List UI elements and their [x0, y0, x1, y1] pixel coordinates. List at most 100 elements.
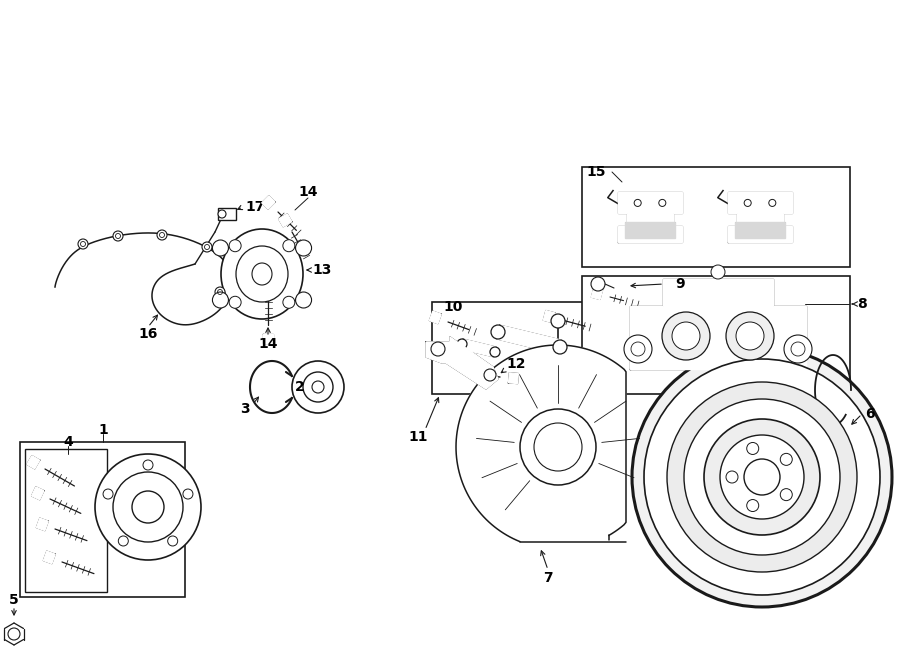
- Polygon shape: [262, 196, 275, 209]
- Text: 15: 15: [586, 165, 606, 179]
- Circle shape: [431, 342, 445, 356]
- Polygon shape: [43, 551, 55, 563]
- Circle shape: [684, 399, 840, 555]
- Circle shape: [780, 489, 792, 500]
- Circle shape: [95, 454, 201, 560]
- Polygon shape: [263, 334, 273, 343]
- Circle shape: [784, 335, 812, 363]
- Circle shape: [520, 409, 596, 485]
- Text: 5: 5: [9, 593, 19, 607]
- Polygon shape: [32, 487, 44, 500]
- Polygon shape: [461, 339, 496, 357]
- Text: 17: 17: [246, 200, 265, 214]
- Circle shape: [457, 339, 467, 349]
- Circle shape: [632, 347, 892, 607]
- Text: 4: 4: [63, 435, 73, 449]
- Bar: [582, 276, 850, 394]
- Circle shape: [662, 312, 710, 360]
- Bar: [25, 449, 107, 592]
- Text: 3: 3: [240, 402, 250, 416]
- Bar: [582, 167, 850, 267]
- Circle shape: [292, 361, 344, 413]
- Circle shape: [644, 359, 880, 595]
- Circle shape: [534, 423, 582, 471]
- Bar: [432, 302, 592, 394]
- Polygon shape: [508, 373, 518, 383]
- Text: 13: 13: [312, 263, 332, 277]
- Circle shape: [295, 292, 311, 308]
- Text: 14: 14: [298, 185, 318, 199]
- Circle shape: [215, 287, 225, 297]
- Circle shape: [551, 314, 565, 328]
- Circle shape: [230, 240, 241, 252]
- Polygon shape: [735, 222, 785, 238]
- Circle shape: [491, 325, 505, 339]
- Circle shape: [747, 442, 759, 455]
- Circle shape: [791, 342, 805, 356]
- Circle shape: [631, 342, 645, 356]
- Circle shape: [212, 240, 229, 256]
- Polygon shape: [630, 279, 806, 369]
- Polygon shape: [544, 310, 554, 322]
- Polygon shape: [279, 214, 292, 226]
- Text: 11: 11: [409, 430, 428, 444]
- Circle shape: [726, 312, 774, 360]
- Circle shape: [312, 381, 324, 393]
- Circle shape: [202, 242, 212, 252]
- Polygon shape: [497, 325, 562, 354]
- Circle shape: [490, 347, 500, 357]
- Polygon shape: [27, 455, 40, 469]
- Circle shape: [295, 240, 311, 256]
- Ellipse shape: [221, 229, 303, 319]
- Circle shape: [624, 335, 652, 363]
- Circle shape: [553, 340, 567, 354]
- Circle shape: [230, 297, 241, 308]
- Text: 14: 14: [258, 337, 278, 351]
- Circle shape: [212, 292, 229, 308]
- Circle shape: [484, 369, 496, 381]
- Polygon shape: [456, 345, 626, 542]
- Circle shape: [157, 230, 167, 240]
- Circle shape: [704, 419, 820, 535]
- Circle shape: [283, 297, 295, 308]
- Polygon shape: [626, 222, 675, 238]
- Polygon shape: [36, 518, 49, 531]
- Polygon shape: [591, 287, 603, 299]
- Text: 8: 8: [857, 297, 867, 311]
- Ellipse shape: [236, 246, 288, 302]
- Circle shape: [711, 265, 725, 279]
- Bar: [218, 208, 236, 220]
- Text: 16: 16: [139, 327, 158, 341]
- Polygon shape: [728, 193, 792, 242]
- Circle shape: [591, 277, 605, 291]
- Circle shape: [736, 322, 764, 350]
- Text: 10: 10: [444, 300, 463, 314]
- Polygon shape: [429, 311, 441, 324]
- Polygon shape: [426, 337, 498, 389]
- Circle shape: [672, 322, 700, 350]
- Circle shape: [726, 471, 738, 483]
- Circle shape: [113, 472, 183, 542]
- Bar: [20, 442, 185, 597]
- Circle shape: [667, 382, 857, 572]
- Text: 6: 6: [865, 407, 875, 421]
- Circle shape: [303, 372, 333, 402]
- Text: 12: 12: [506, 357, 526, 371]
- Circle shape: [780, 453, 792, 465]
- Ellipse shape: [252, 263, 272, 285]
- Circle shape: [283, 240, 295, 252]
- Text: 7: 7: [544, 571, 553, 585]
- Circle shape: [132, 491, 164, 523]
- Text: 18: 18: [802, 415, 822, 429]
- Circle shape: [218, 210, 226, 218]
- Circle shape: [8, 628, 20, 640]
- Circle shape: [78, 239, 88, 249]
- Polygon shape: [618, 193, 681, 242]
- Circle shape: [744, 459, 780, 495]
- Circle shape: [113, 231, 123, 241]
- Text: 1: 1: [98, 423, 108, 437]
- Text: 9: 9: [675, 277, 685, 291]
- Text: 2: 2: [295, 380, 305, 394]
- Circle shape: [720, 435, 804, 519]
- Circle shape: [747, 500, 759, 512]
